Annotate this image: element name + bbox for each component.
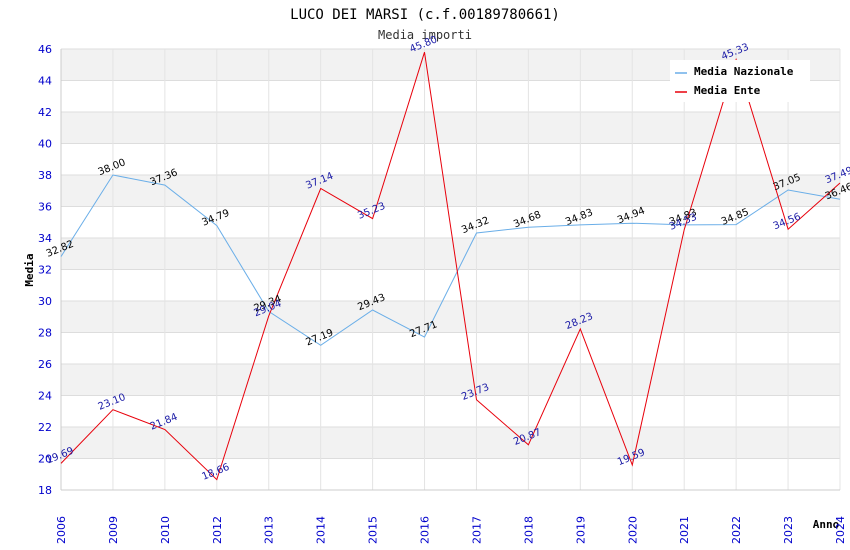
grid-band: [61, 206, 840, 238]
y-tick-label: 32: [38, 264, 52, 277]
y-tick-label: 28: [38, 327, 52, 340]
y-tick-label: 40: [38, 138, 52, 151]
y-tick-label: 18: [38, 484, 52, 497]
y-tick-label: 20: [38, 453, 52, 466]
x-tick-label: 2016: [419, 516, 432, 544]
grid-band: [61, 238, 840, 270]
grid-band: [61, 175, 840, 207]
series-line-media-ente: [60, 52, 841, 481]
y-tick-label: 46: [38, 43, 52, 56]
grid-band: [61, 458, 840, 490]
series-lines: [60, 52, 841, 481]
y-tick-label: 22: [38, 421, 52, 434]
series-line-media-nazionale: [60, 174, 841, 346]
chart-title: LUCO DEI MARSI (c.f.00189780661): [290, 7, 560, 23]
chart-subtitle: Media importi: [378, 28, 472, 42]
y-tick-label: 34: [38, 232, 52, 245]
x-tick-label: 2021: [678, 516, 691, 544]
x-tick-label: 2024: [834, 516, 847, 544]
legend: Media Nazionale Media Ente: [670, 60, 810, 102]
y-tick-label: 38: [38, 169, 52, 182]
x-tick-label: 2014: [315, 516, 328, 544]
x-tick-label: 2015: [367, 516, 380, 544]
y-tick-label: 42: [38, 106, 52, 119]
y-tick-label: 36: [38, 201, 52, 214]
y-axis-label: Media: [23, 253, 36, 286]
x-tick-label: 2010: [159, 516, 172, 544]
grid-band: [61, 332, 840, 364]
y-axis-ticks: 18 20 22 24 26 28 30 32 34 36 38 40 42 44 46: [38, 43, 52, 497]
legend-box: [670, 60, 810, 102]
grid-band: [61, 427, 840, 459]
legend-label-media-nazionale: Media Nazionale: [694, 65, 794, 78]
y-tick-label: 30: [38, 295, 52, 308]
x-tick-label: 2013: [263, 516, 276, 544]
grid-band: [61, 364, 840, 396]
x-axis-ticks: 2006 2009 2010 2012 2013 2014 2015 2016 2017 2018…: [55, 516, 847, 544]
grid-band: [61, 301, 840, 333]
grid-band: [61, 395, 840, 427]
grid-band: [61, 112, 840, 144]
x-tick-label: 2009: [107, 516, 120, 544]
x-tick-label: 2019: [574, 516, 587, 544]
grid-lines: [60, 48, 841, 491]
x-tick-label: 2020: [626, 516, 639, 544]
y-tick-label: 24: [38, 390, 52, 403]
x-axis-label: Anno: [813, 518, 840, 531]
x-tick-label: 2018: [522, 516, 535, 544]
x-tick-label: 2006: [55, 516, 68, 544]
grid-band: [61, 143, 840, 175]
x-tick-label: 2023: [782, 516, 795, 544]
x-tick-label: 2022: [730, 516, 743, 544]
y-tick-label: 44: [38, 75, 52, 88]
y-tick-label: 26: [38, 358, 52, 371]
grid-bands: [61, 49, 840, 490]
x-tick-label: 2012: [211, 516, 224, 544]
legend-label-media-ente: Media Ente: [694, 84, 761, 97]
x-tick-label: 2017: [470, 516, 483, 544]
